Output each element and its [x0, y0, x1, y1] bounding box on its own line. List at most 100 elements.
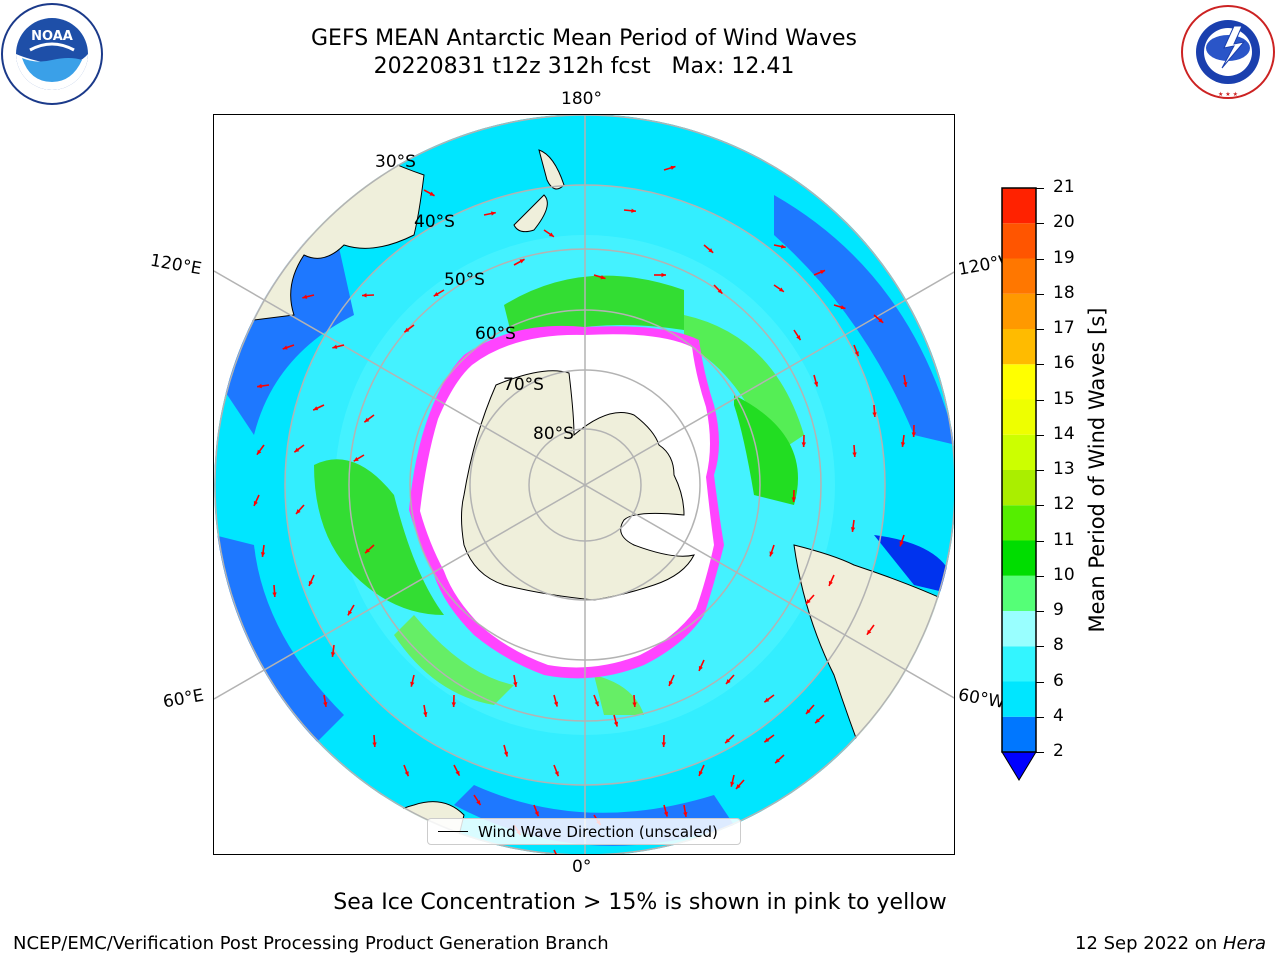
wind-arrow-head [308, 580, 313, 586]
colorbar-band [1002, 646, 1036, 682]
wind-arrow-head [780, 244, 786, 249]
lat-label-30s: 30°S [375, 152, 416, 172]
wind-arrow-head [256, 449, 262, 455]
wind-arrow-head [791, 497, 796, 502]
wind-arrow-head [903, 382, 908, 387]
wind-arrow-head [866, 629, 872, 635]
wind-arrow-head [726, 679, 731, 684]
wind-arrow-head [353, 457, 359, 462]
polar-map [213, 114, 955, 855]
colorbar-band [1002, 223, 1036, 259]
wind-arrow-head [404, 327, 410, 333]
wind-arrow-head [433, 292, 439, 297]
wind-arrow-head [698, 770, 703, 776]
chart-title: GEFS MEAN Antarctic Mean Period of Wind … [311, 26, 857, 51]
wind-arrow-head [365, 548, 370, 554]
wind-arrow-head [828, 580, 833, 586]
wind-arrow-head [451, 702, 456, 707]
wind-arrow-head [683, 812, 688, 817]
noaa-logo-text: NOAA [31, 29, 73, 44]
noaa-logo: NOAA [0, 2, 104, 106]
lat-label-70s: 70°S [503, 375, 544, 395]
wind-arrow-head [613, 721, 619, 727]
wind-arrow-head [423, 712, 428, 717]
svg-text:★ ★ ★: ★ ★ ★ [1218, 91, 1238, 98]
colorbar-tick [1036, 505, 1044, 507]
colorbar-tick-label: 16 [1053, 353, 1075, 374]
colorbar-band [1002, 611, 1036, 647]
wind-arrow-head [429, 191, 435, 196]
wind-arrow-head [332, 344, 338, 349]
colorbar-tick [1036, 364, 1044, 366]
colorbar-tick-label: 15 [1053, 388, 1075, 409]
colorbar-band [1002, 364, 1036, 400]
colorbar-band [1002, 329, 1036, 365]
colorbar-band [1002, 716, 1036, 752]
wind-arrow-head [553, 701, 559, 707]
wind-arrow-head [661, 742, 666, 747]
colorbar-band [1002, 434, 1036, 470]
wind-arrow-head [806, 599, 811, 604]
colorbar-tick [1036, 681, 1044, 683]
wind-arrow-head [554, 771, 559, 777]
colorbar-tick [1036, 258, 1044, 260]
wind-arrow-head [806, 709, 811, 714]
wind-arrow-head [725, 738, 730, 744]
legend-text: Wind Wave Direction (unscaled) [478, 822, 718, 841]
colorbar-band [1002, 399, 1036, 435]
wind-arrow-head [854, 351, 859, 357]
colorbar [1001, 187, 1037, 781]
colorbar-band [1002, 293, 1036, 329]
wind-arrow-head [899, 541, 904, 547]
colorbar-tick-label: 2 [1053, 741, 1064, 761]
lon-label-120e: 120°E [148, 250, 204, 280]
wind-arrow-head [736, 784, 741, 789]
wind-arrow-head [272, 592, 277, 597]
wind-arrow-head [813, 381, 819, 387]
wind-arrow-head [900, 442, 906, 447]
wind-arrow-head [852, 452, 857, 457]
wind-arrow-head [296, 509, 301, 514]
wind-arrow-head [668, 680, 673, 686]
colorbar-band [1002, 188, 1036, 224]
colorbar-tick [1036, 611, 1044, 612]
wind-arrow-head [661, 272, 666, 278]
wind-arrow-head [764, 737, 770, 743]
wind-arrow-head [872, 412, 877, 417]
lat-label-50s: 50°S [444, 270, 485, 290]
wind-arrow-head [313, 406, 319, 411]
wind-arrow-head [260, 552, 266, 557]
wind-arrow-head [513, 682, 518, 687]
wind-arrow-head [717, 288, 723, 294]
wind-arrow-head [362, 293, 367, 298]
colorbar-tick [1036, 223, 1044, 225]
wind-arrow-head [663, 811, 669, 817]
wind-arrow-head [594, 701, 599, 707]
wind-arrow-head [257, 383, 262, 389]
colorbar-tick-label: 12 [1053, 494, 1075, 515]
wind-arrow-head [476, 800, 481, 806]
colorbar-tick-label: 8 [1053, 635, 1064, 656]
colorbar-band [1002, 470, 1036, 506]
footer-credit: NCEP/EMC/Verification Post Processing Pr… [13, 933, 609, 954]
sea-ice-note: Sea Ice Concentration > 15% is shown in … [0, 890, 1280, 915]
wind-arrow-head [282, 345, 288, 350]
wind-arrow-head [708, 248, 714, 253]
wind-arrow-head [778, 287, 784, 292]
nws-logo: ★ ★ ★ [1176, 4, 1280, 108]
colorbar-tick-label: 21 [1053, 177, 1075, 197]
colorbar-tick [1036, 188, 1044, 189]
colorbar-tick-label: 19 [1053, 247, 1075, 268]
colorbar-band [1002, 681, 1036, 717]
wind-arrow-head [347, 610, 353, 616]
colorbar-tick [1036, 575, 1044, 577]
wind-arrow-head [698, 665, 703, 671]
lon-label-60w: 60°W [956, 685, 1007, 713]
chart-subtitle: 20220831 t12z 312h fcst Max: 12.41 [373, 54, 795, 79]
wind-arrow-head [302, 294, 308, 299]
colorbar-tick [1036, 470, 1044, 471]
wind-arrow-head [519, 259, 525, 264]
wind-arrow-head [670, 165, 676, 170]
footer-date-text: 12 Sep 2022 on [1075, 933, 1223, 954]
wind-arrow-head [410, 681, 415, 687]
